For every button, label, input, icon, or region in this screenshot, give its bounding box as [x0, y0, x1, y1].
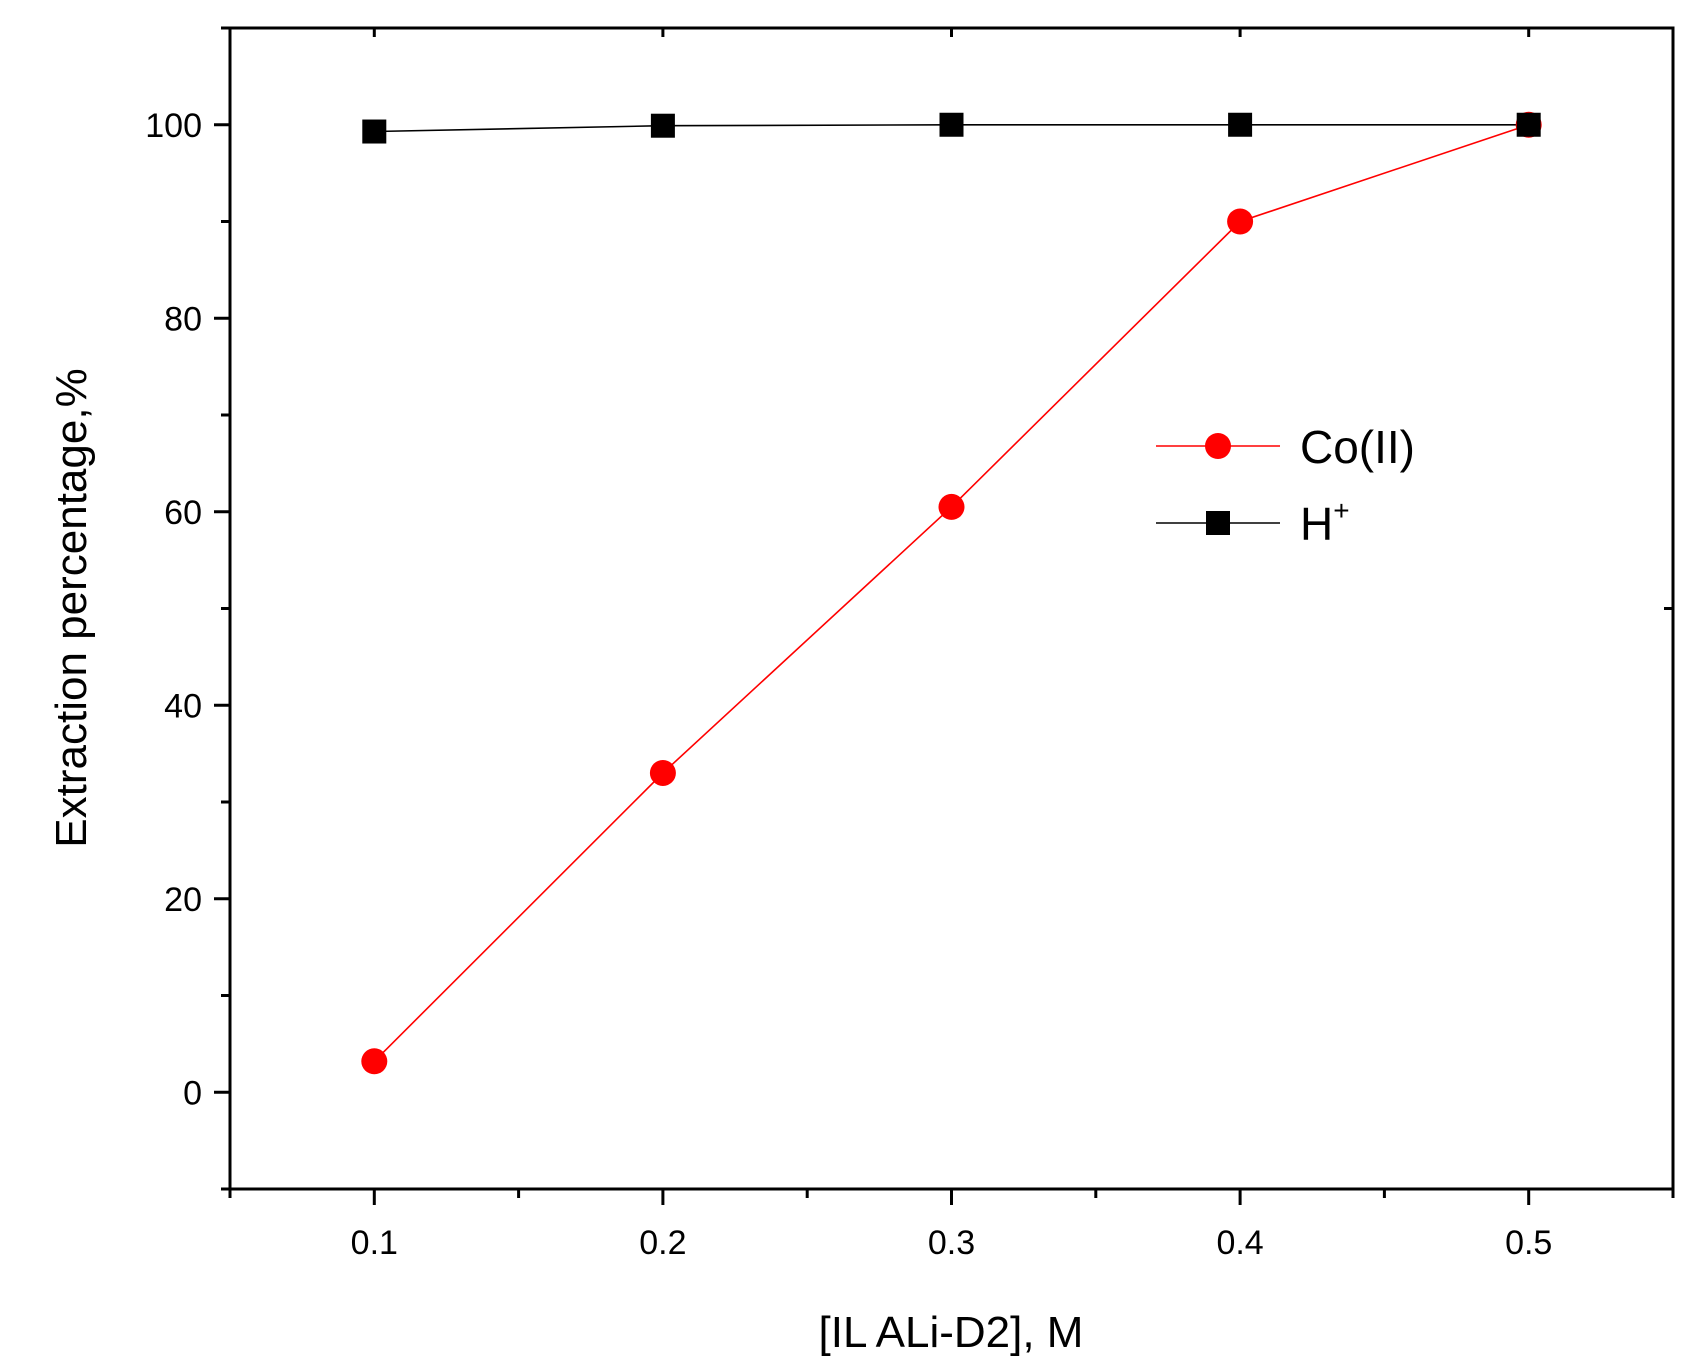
plot-frame	[228, 26, 1675, 1191]
y-tick-label: 20	[164, 881, 202, 919]
x-tick-label: 0.3	[928, 1224, 975, 1262]
legend-label: Co(II)	[1300, 421, 1415, 473]
x-axis: 0.1 0.2 0.3 0.4 0.5	[228, 28, 1675, 1262]
data-point	[1516, 112, 1541, 137]
legend-marker	[1205, 433, 1231, 459]
y-axis-title: Extraction percentage,%	[47, 368, 96, 847]
legend-label: H+	[1300, 495, 1350, 550]
plot-area	[361, 111, 1542, 1075]
data-point	[650, 113, 675, 138]
y-axis: 0 20 40 60 80 100	[145, 26, 1673, 1191]
x-tick-label: 0.1	[351, 1224, 398, 1262]
y-tick-label: 60	[164, 494, 202, 532]
data-point	[649, 759, 676, 786]
y-tick-label: 0	[183, 1074, 202, 1112]
legend-marker	[1206, 511, 1230, 535]
data-point	[1228, 112, 1253, 137]
x-tick-label: 0.5	[1505, 1224, 1552, 1262]
x-axis-title: [IL ALi-D2], M	[819, 1308, 1084, 1357]
data-point	[1227, 208, 1254, 235]
data-point	[362, 119, 387, 144]
data-point	[361, 1048, 388, 1075]
y-tick-label: 40	[164, 687, 202, 725]
data-point	[938, 493, 965, 520]
x-tick-label: 0.2	[639, 1224, 686, 1262]
series-line	[373, 124, 1529, 1062]
y-tick-label: 100	[145, 107, 202, 145]
legend: Co(II) H+	[1156, 421, 1415, 550]
data-point	[939, 112, 964, 137]
x-tick-label: 0.4	[1216, 1224, 1263, 1262]
y-tick-label: 80	[164, 300, 202, 338]
